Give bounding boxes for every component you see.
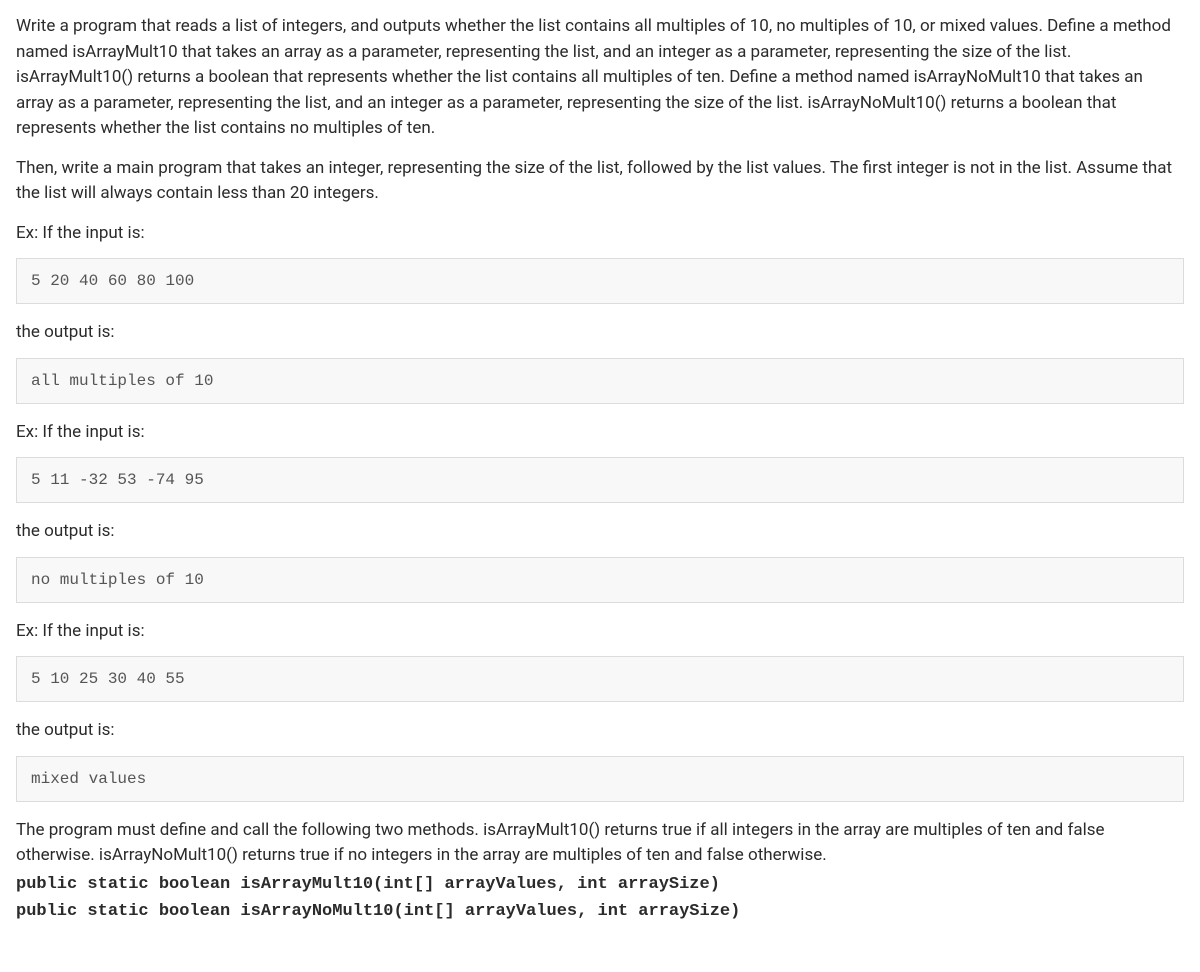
method-sig-2: public static boolean isArrayNoMult10(in… [16,902,740,921]
intro-paragraph-2: Then, write a main program that takes an… [16,156,1184,207]
example-2-output-code: no multiples of 10 [16,557,1184,603]
example-1-output-code: all multiples of 10 [16,358,1184,404]
example-1-output-label: the output is: [16,320,1184,346]
example-2-input-label: Ex: If the input is: [16,420,1184,446]
example-3-output-code: mixed values [16,756,1184,802]
example-3-input-label: Ex: If the input is: [16,619,1184,645]
intro-paragraph-1: Write a program that reads a list of int… [16,14,1184,142]
example-1-input-label: Ex: If the input is: [16,221,1184,247]
method-sig-1: public static boolean isArrayMult10(int[… [16,875,720,894]
example-3-output-label: the output is: [16,718,1184,744]
example-1-input-code: 5 20 40 60 80 100 [16,258,1184,304]
example-2-output-label: the output is: [16,519,1184,545]
example-2-input-code: 5 11 -32 53 -74 95 [16,457,1184,503]
example-3-input-code: 5 10 25 30 40 55 [16,656,1184,702]
method-signatures: public static boolean isArrayMult10(int[… [16,871,1184,925]
footer-text: The program must define and call the fol… [16,818,1184,869]
